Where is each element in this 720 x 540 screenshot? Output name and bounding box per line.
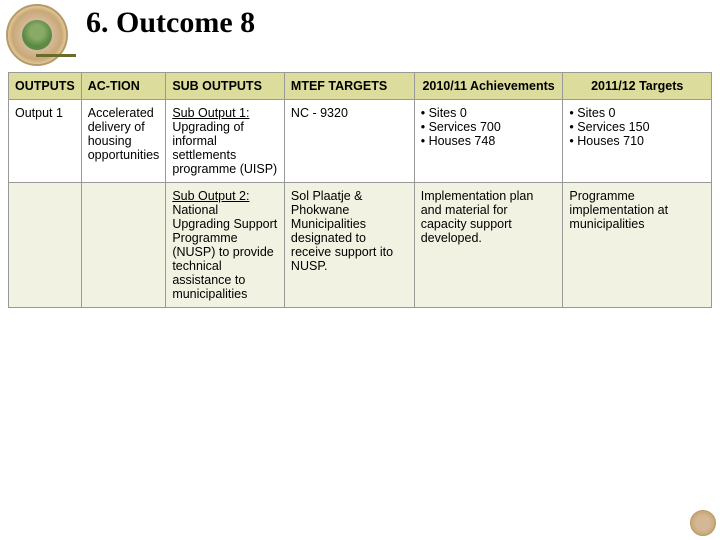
outcomes-table-wrap: OUTPUTS AC-TION SUB OUTPUTS MTEF TARGETS… bbox=[8, 72, 712, 308]
col-action: AC-TION bbox=[81, 73, 166, 100]
targets-list: Sites 0 Services 150 Houses 710 bbox=[569, 106, 705, 148]
col-mtef: MTEF TARGETS bbox=[284, 73, 414, 100]
sub-output-head: Sub Output 2: bbox=[172, 189, 249, 203]
page-title: 6. Outcome 8 bbox=[86, 6, 255, 40]
cell-sub-output: Sub Output 1: Upgrading of informal sett… bbox=[166, 100, 285, 183]
list-item: Houses 748 bbox=[421, 134, 557, 148]
cell-targets: Programme implementation at municipaliti… bbox=[563, 183, 712, 308]
sub-output-body: National Upgrading Support Programme (NU… bbox=[172, 203, 277, 301]
cell-action-empty bbox=[81, 183, 166, 308]
cell-mtef: NC - 9320 bbox=[284, 100, 414, 183]
cell-achievements: Implementation plan and material for cap… bbox=[414, 183, 563, 308]
cell-sub-output: Sub Output 2: National Upgrading Support… bbox=[166, 183, 285, 308]
col-targets: 2011/12 Targets bbox=[563, 73, 712, 100]
achievements-list: Sites 0 Services 700 Houses 748 bbox=[421, 106, 557, 148]
cell-achievements: Sites 0 Services 700 Houses 748 bbox=[414, 100, 563, 183]
cell-outputs: Output 1 bbox=[9, 100, 82, 183]
col-achievements: 2010/11 Achievements bbox=[414, 73, 563, 100]
table-header-row: OUTPUTS AC-TION SUB OUTPUTS MTEF TARGETS… bbox=[9, 73, 712, 100]
col-sub-outputs: SUB OUTPUTS bbox=[166, 73, 285, 100]
cell-mtef: Sol Plaatje & Phokwane Municipalities de… bbox=[284, 183, 414, 308]
cell-action: Accelerated delivery of housing opportun… bbox=[81, 100, 166, 183]
corner-seal-icon bbox=[690, 510, 716, 536]
cell-targets: Sites 0 Services 150 Houses 710 bbox=[563, 100, 712, 183]
title-underline bbox=[36, 54, 76, 57]
list-item: Services 700 bbox=[421, 120, 557, 134]
table-row: Sub Output 2: National Upgrading Support… bbox=[9, 183, 712, 308]
table-row: Output 1 Accelerated delivery of housing… bbox=[9, 100, 712, 183]
col-outputs: OUTPUTS bbox=[9, 73, 82, 100]
list-item: Sites 0 bbox=[421, 106, 557, 120]
cell-outputs-empty bbox=[9, 183, 82, 308]
list-item: Houses 710 bbox=[569, 134, 705, 148]
outcomes-table: OUTPUTS AC-TION SUB OUTPUTS MTEF TARGETS… bbox=[8, 72, 712, 308]
list-item: Sites 0 bbox=[569, 106, 705, 120]
list-item: Services 150 bbox=[569, 120, 705, 134]
sub-output-head: Sub Output 1: bbox=[172, 106, 249, 120]
sub-output-body: Upgrading of informal settlements progra… bbox=[172, 120, 277, 176]
